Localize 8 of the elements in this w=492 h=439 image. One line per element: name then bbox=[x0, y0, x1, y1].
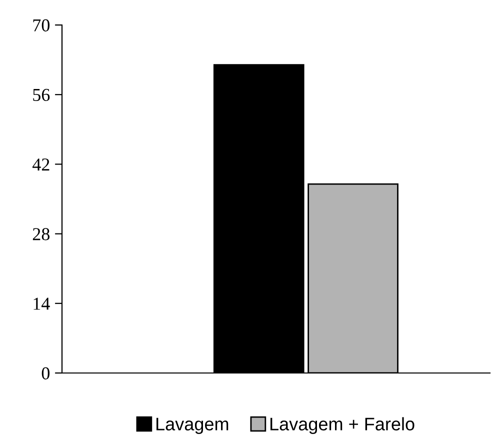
y-tick-label: 28 bbox=[32, 228, 50, 240]
legend-label: Lavagem + Farelo bbox=[270, 417, 414, 434]
y-tick-label: 42 bbox=[32, 158, 50, 170]
y-tick-label: 14 bbox=[34, 298, 50, 310]
y-tick-label: 70 bbox=[33, 19, 50, 32]
legend-label: Lavagem bbox=[156, 418, 228, 434]
y-tick-label: 0 bbox=[42, 367, 50, 380]
y-tick-label: 56 bbox=[33, 88, 50, 102]
